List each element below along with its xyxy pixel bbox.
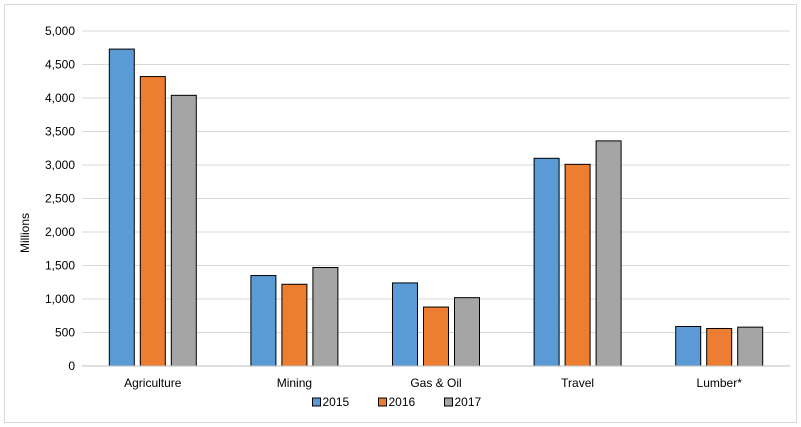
bar-2015-agriculture (108, 48, 135, 367)
bar-2015-lumber- (675, 325, 702, 367)
bar-2017-travel (595, 140, 622, 367)
legend-label: 2017 (455, 395, 482, 409)
y-axis-title: Millions (18, 213, 32, 253)
legend-swatch (444, 397, 453, 407)
y-tick-label: 3,500 (45, 125, 75, 139)
y-tick-label: 4,000 (45, 91, 75, 105)
bar-2017-lumber- (737, 326, 764, 367)
category-label: Lumber* (697, 376, 743, 390)
category-label: Gas & Oil (410, 376, 461, 390)
legend-swatch (312, 397, 321, 407)
chart-frame: 0 500 1,000 1,500 2,000 2,500 3,000 3,500 4,000 4… (4, 4, 797, 423)
legend-label: 2016 (389, 395, 416, 409)
bar-chart: 0 500 1,000 1,500 2,000 2,500 3,000 3,500 4,000 4… (18, 24, 790, 409)
bar-2016-lumber- (706, 327, 733, 367)
legend-swatch (378, 397, 387, 407)
bar-2015-mining (250, 275, 277, 367)
category-label: Mining (277, 376, 312, 390)
bar-2015-travel (533, 157, 560, 367)
y-tick-label: 1,500 (45, 259, 75, 273)
bar-2017-mining (312, 267, 339, 367)
bar-2016-travel (564, 163, 591, 367)
category-labels: Agriculture Mining Gas & Oil Travel Lumber* (124, 376, 742, 390)
bar-2016-mining (281, 283, 308, 367)
legend: 2015 2016 2017 (312, 395, 482, 409)
y-tick-label: 1,000 (45, 292, 75, 306)
bar-2017-agriculture (170, 94, 197, 367)
category-label: Agriculture (124, 376, 182, 390)
y-tick-labels: 0 500 1,000 1,500 2,000 2,500 3,000 3,500 4,000 4… (45, 24, 75, 373)
bars (108, 48, 764, 367)
bar-2017-gas-oil (454, 297, 480, 367)
bar-2016-gas-oil (423, 306, 449, 367)
gridlines (82, 30, 790, 333)
category-label: Travel (561, 376, 594, 390)
y-tick-label: 3,000 (45, 158, 75, 172)
y-tick-label: 500 (55, 326, 75, 340)
bar-2015-gas-oil (392, 282, 418, 367)
y-tick-label: 4,500 (45, 58, 75, 72)
y-tick-label: 2,500 (45, 192, 75, 206)
y-tick-label: 5,000 (45, 24, 75, 38)
bar-2016-agriculture (139, 76, 166, 367)
y-tick-label: 0 (68, 359, 75, 373)
legend-label: 2015 (323, 395, 350, 409)
y-tick-label: 2,000 (45, 225, 75, 239)
